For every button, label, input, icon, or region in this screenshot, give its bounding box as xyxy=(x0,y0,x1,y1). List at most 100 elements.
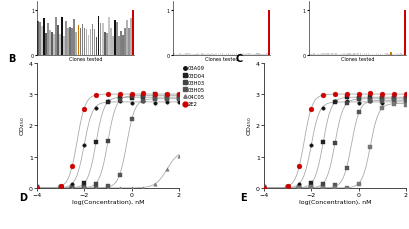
Bar xyxy=(381,54,382,55)
Bar xyxy=(389,53,391,55)
Bar xyxy=(63,37,65,55)
Bar xyxy=(211,54,213,55)
Legend: 03A09, 03D04, 03H03, 03H05, 04C05, 2E2: 03A09, 03D04, 03H03, 03H05, 04C05, 2E2 xyxy=(184,66,205,107)
Bar xyxy=(399,54,401,55)
Bar xyxy=(75,33,77,55)
Bar xyxy=(342,54,344,55)
Bar xyxy=(201,54,202,55)
Bar xyxy=(235,54,237,55)
Bar xyxy=(43,19,45,55)
Bar xyxy=(83,29,85,55)
Bar xyxy=(395,54,397,55)
Text: E: E xyxy=(240,192,247,202)
X-axis label: log(Concentration), nM: log(Concentration), nM xyxy=(298,199,370,204)
Bar xyxy=(348,54,350,55)
Bar xyxy=(373,54,375,55)
Bar xyxy=(357,54,358,55)
Bar xyxy=(187,54,189,55)
X-axis label: Clones tested: Clones tested xyxy=(204,57,238,62)
Bar xyxy=(189,54,191,55)
Bar xyxy=(110,29,111,55)
Bar xyxy=(81,25,83,55)
Text: B: B xyxy=(9,54,16,63)
Bar xyxy=(173,54,174,55)
Bar xyxy=(49,31,51,55)
Bar xyxy=(249,54,251,55)
Bar xyxy=(59,34,61,55)
Bar xyxy=(353,54,354,55)
Bar xyxy=(245,54,247,55)
Bar xyxy=(355,54,356,55)
Bar xyxy=(267,11,269,55)
Bar xyxy=(128,29,130,55)
Bar xyxy=(263,54,265,55)
Bar xyxy=(312,54,314,55)
Bar xyxy=(47,24,49,55)
Bar xyxy=(41,27,43,55)
Bar xyxy=(320,54,322,55)
Bar xyxy=(45,33,47,55)
Bar xyxy=(124,29,126,55)
Text: C: C xyxy=(235,54,242,63)
Bar xyxy=(103,33,105,55)
Bar xyxy=(255,54,257,55)
Bar xyxy=(247,54,249,55)
Bar xyxy=(359,54,360,55)
Bar xyxy=(55,18,57,55)
Y-axis label: OD$_{450}$: OD$_{450}$ xyxy=(245,116,254,136)
Bar xyxy=(73,20,75,55)
Bar xyxy=(71,29,73,55)
Bar xyxy=(239,54,241,55)
X-axis label: log(Concentration), nM: log(Concentration), nM xyxy=(72,199,144,204)
Bar xyxy=(94,30,95,55)
Bar xyxy=(106,34,107,55)
Bar xyxy=(65,22,67,55)
Bar xyxy=(365,54,366,55)
Text: D: D xyxy=(19,192,27,202)
Bar xyxy=(363,54,364,55)
Bar xyxy=(57,26,59,55)
Bar xyxy=(377,54,378,55)
Bar xyxy=(51,33,53,55)
Bar xyxy=(403,11,405,55)
Bar xyxy=(97,16,99,55)
Bar xyxy=(221,54,223,55)
Bar xyxy=(185,54,187,55)
Bar xyxy=(333,54,334,55)
X-axis label: Clones tested: Clones tested xyxy=(69,57,102,62)
Bar xyxy=(126,21,128,55)
Bar xyxy=(77,26,79,55)
Y-axis label: OD$_{450}$: OD$_{450}$ xyxy=(18,116,27,136)
Bar xyxy=(114,21,115,55)
Bar xyxy=(195,54,196,55)
Bar xyxy=(340,54,342,55)
Bar xyxy=(79,29,81,55)
Bar xyxy=(39,23,40,55)
Bar xyxy=(95,38,97,55)
Bar xyxy=(257,54,259,55)
Bar xyxy=(108,18,109,55)
Bar xyxy=(130,19,132,55)
Bar xyxy=(335,54,336,55)
Bar xyxy=(90,30,91,55)
Bar xyxy=(67,29,69,55)
Bar xyxy=(197,54,198,55)
Bar xyxy=(322,54,324,55)
Bar xyxy=(346,54,348,55)
Bar xyxy=(120,32,121,55)
Bar xyxy=(330,54,332,55)
Bar xyxy=(385,54,387,55)
Bar xyxy=(85,30,87,55)
X-axis label: Clones tested: Clones tested xyxy=(340,57,373,62)
Bar xyxy=(101,24,103,55)
Bar xyxy=(116,22,117,55)
Bar xyxy=(99,24,101,55)
Bar xyxy=(328,54,330,55)
Bar xyxy=(61,18,63,55)
Bar xyxy=(118,37,119,55)
Bar xyxy=(88,35,89,55)
Bar xyxy=(367,54,369,55)
Bar xyxy=(132,11,133,55)
Bar xyxy=(122,36,124,55)
Bar xyxy=(227,54,229,55)
